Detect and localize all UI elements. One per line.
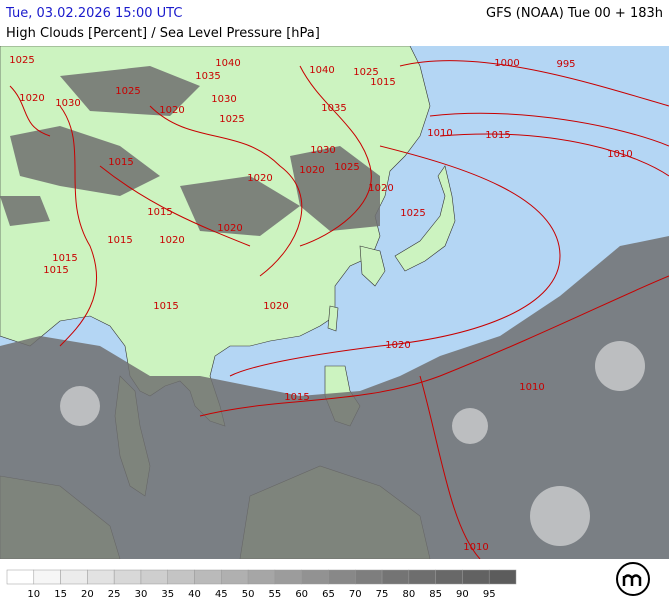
isobar-label: 1010 (463, 542, 488, 553)
colorbar-swatch (221, 569, 249, 585)
colorbar-label: 70 (349, 589, 362, 600)
colorbar-swatch (6, 569, 35, 585)
colorbar-label: 35 (161, 589, 174, 600)
colorbar-swatch (488, 569, 517, 585)
isobar-label: 1020 (247, 173, 272, 184)
isobar-label: 1015 (370, 77, 395, 88)
colorbar-label: 25 (108, 589, 121, 600)
map: 1025 1020 1030 1025 1035 1040 1030 1025 1020 1015… (0, 46, 669, 559)
colorbar-swatch (60, 569, 88, 585)
isobar-label: 1025 (115, 86, 140, 97)
isobar-label: 1010 (519, 382, 544, 393)
colorbar-label: 20 (81, 589, 94, 600)
colorbar-swatch (194, 569, 222, 585)
isobar-label: 1015 (153, 301, 178, 312)
isobar-label: 1040 (215, 58, 240, 69)
isobar-label: 1015 (43, 265, 68, 276)
colorbar-swatch (408, 569, 436, 585)
isobar-label: 1040 (309, 65, 334, 76)
colorbar-swatch (462, 569, 490, 585)
isobar-label: 1020 (159, 105, 184, 116)
isobar-label: 1015 (485, 130, 510, 141)
isobar-label: 1025 (353, 67, 378, 78)
colorbar-label: 90 (456, 589, 469, 600)
isobar-label: 1015 (284, 392, 309, 403)
colorbar-label: 55 (269, 589, 282, 600)
isobar-label: 1015 (52, 253, 77, 264)
cloud-thin (60, 341, 645, 546)
colorbar-label: 80 (402, 589, 415, 600)
parameter: High Clouds [Percent] / Sea Level Pressu… (6, 26, 320, 41)
colorbar-label: 45 (215, 589, 228, 600)
isobar-label: 1010 (427, 128, 452, 139)
colorbar-swatch (355, 569, 383, 585)
colorbar-swatch (247, 569, 276, 585)
isobar-label: 1035 (321, 103, 346, 114)
isobar-label: 1030 (310, 145, 335, 156)
model-run: GFS (NOAA) Tue 00 + 183h (486, 6, 663, 21)
colorbar-label: 65 (322, 589, 335, 600)
isobar-label: 1020 (263, 301, 288, 312)
colorbar-swatch (381, 569, 410, 585)
colorbar-swatch (328, 569, 356, 585)
isobar-label: 1030 (211, 94, 236, 105)
colorbar-swatch (274, 569, 302, 585)
isobar-label: 1020 (19, 93, 44, 104)
colorbar-label: 15 (54, 589, 67, 600)
colorbar-swatch (167, 569, 195, 585)
isobar-label: 1015 (147, 207, 172, 218)
isobar-label: 1015 (108, 157, 133, 168)
colorbar-swatch (33, 569, 61, 585)
colorbar-label: 95 (483, 589, 496, 600)
isobar-label: 995 (556, 59, 575, 70)
isobar-label: 1025 (219, 114, 244, 125)
isobar-label: 1035 (195, 71, 220, 82)
isobars (9, 60, 669, 559)
colorbar-label: 30 (135, 589, 148, 600)
colorbar-label: 50 (242, 589, 255, 600)
colorbar-swatch (113, 569, 142, 585)
colorbar-label: 75 (376, 589, 389, 600)
isobar-label: 1025 (334, 162, 359, 173)
isobar-label: 1010 (607, 149, 632, 160)
colorbar-label: 40 (188, 589, 201, 600)
isobar-label: 1020 (368, 183, 393, 194)
isobar-label: 1020 (159, 235, 184, 246)
colorbar-label: 60 (295, 589, 308, 600)
isobar-label: 1000 (494, 58, 519, 69)
colorbar-label: 10 (27, 589, 40, 600)
valid-time: Tue, 03.02.2026 15:00 UTC (6, 6, 183, 21)
colorbar: 10 15 20 25 30 35 40 45 50 55 60 65 70 75 80 85 90 95 (6, 562, 650, 600)
colorbar-label: 85 (429, 589, 442, 600)
isobar-label: 1025 (400, 208, 425, 219)
colorbar-swatch (301, 569, 329, 585)
logo (616, 562, 650, 596)
colorbar-swatch (87, 569, 115, 585)
colorbar-swatch (140, 569, 168, 585)
isobar-label: 1030 (55, 98, 80, 109)
colorbar-swatch (435, 569, 463, 585)
isobar-label: 1020 (299, 165, 324, 176)
isobar-label: 1025 (9, 55, 34, 66)
isobar-label: 1020 (217, 223, 242, 234)
isobar-label: 1015 (107, 235, 132, 246)
isobar-label: 1020 (385, 340, 410, 351)
